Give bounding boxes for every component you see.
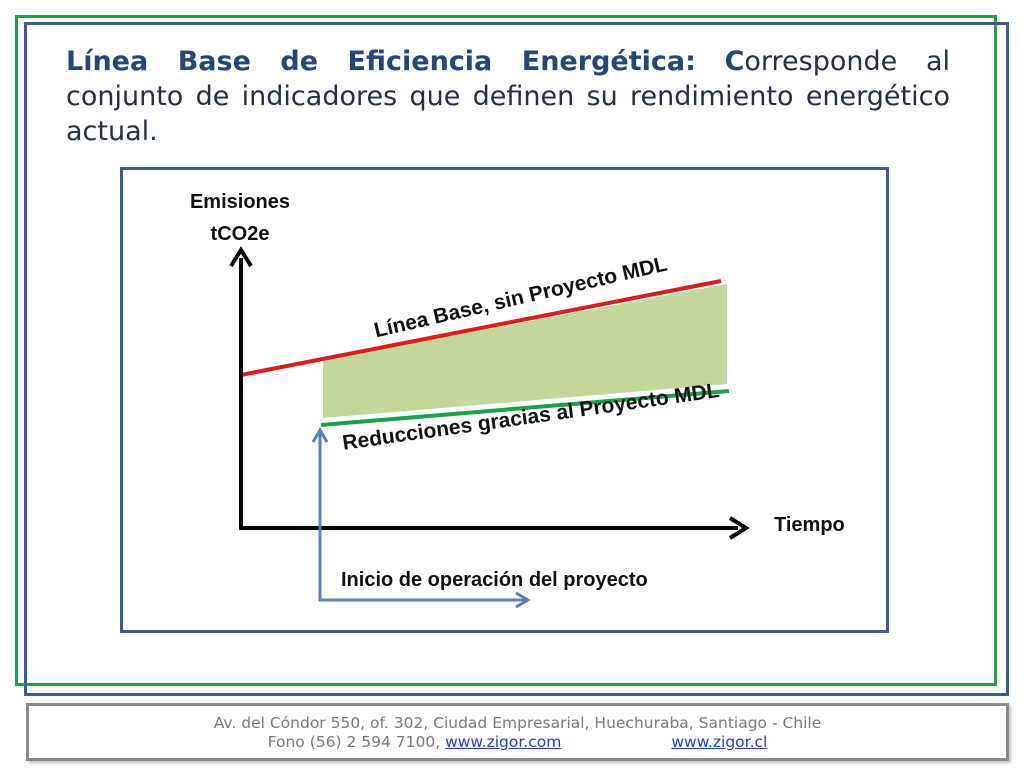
- footer: Av. del Cóndor 550, of. 302, Ciudad Empr…: [26, 703, 1009, 761]
- y-axis-label-line1: Emisiones: [189, 191, 291, 213]
- y-axis-arrowhead: [229, 246, 253, 268]
- heading-first-letter: C: [724, 46, 745, 77]
- start-arrow-right-head: [515, 591, 531, 609]
- footer-contact: Fono (56) 2 594 7100, www.zigor.com www.z…: [29, 733, 1006, 751]
- reduction-area: [323, 284, 727, 418]
- footer-link-com[interactable]: www.zigor.com: [445, 733, 562, 751]
- footer-address: Av. del Cóndor 550, of. 302, Ciudad Empr…: [213, 714, 822, 732]
- outer-blue-frame: [24, 22, 1009, 696]
- footer-link-cl[interactable]: www.zigor.cl: [671, 733, 768, 751]
- start-arrow-top-head: [311, 427, 329, 443]
- x-axis-arrowhead: [728, 516, 750, 540]
- outer-green-frame: [15, 15, 997, 686]
- x-axis-label: Tiempo: [774, 514, 845, 536]
- slide-heading: Línea Base de Eficiencia Energética: Cor…: [66, 44, 950, 149]
- y-axis-label: Emisiones tCO2e: [178, 186, 302, 250]
- heading-definition: orresponde al conjunto de indicadores qu…: [66, 46, 950, 147]
- heading-term: Línea Base de Eficiencia Energética:: [66, 46, 696, 77]
- footer-phone: Fono (56) 2 594 7100,: [267, 733, 446, 751]
- baseline-line: [240, 279, 722, 377]
- start-of-operation-label: Inicio de operación del proyecto: [341, 569, 648, 591]
- start-arrow-line: [318, 432, 526, 602]
- project-line: [320, 389, 730, 427]
- diagram-frame: [120, 167, 889, 633]
- y-axis-label-line2: tCO2e: [210, 223, 270, 245]
